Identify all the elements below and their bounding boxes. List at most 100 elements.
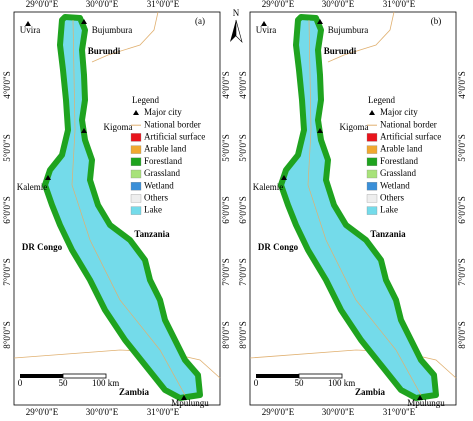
legend-symbol [130,133,142,142]
latitude-label: 8°0'0"S [221,321,231,348]
city-label: Uvira [20,25,41,35]
legend-label: Wetland [380,180,410,190]
city-label: Mpulungu [407,398,445,408]
latitude-label: 5°0'0"S [457,134,467,161]
latitude-label: 6°0'0"S [457,196,467,223]
map-panel: (b) 29°0'0"E 29°0'0"E 30°0'0"E 30°0'0"E 31°0'… [238,0,467,417]
city-marker [81,128,87,133]
legend-label: Grassland [144,168,180,178]
country-label: DR Congo [22,242,63,252]
latitude-label: 7°0'0"S [2,258,12,285]
legend-title: Legend [368,95,395,105]
latitude-label: 5°0'0"S [2,134,12,161]
country-label: Burundi [324,46,357,56]
latitude-label: 4°0'0"S [221,71,231,98]
legend-symbol [366,182,378,191]
legend-label: Wetland [144,180,174,190]
map-panel: (a) 29°0'0"E 29°0'0"E 30°0'0"E 30°0'0"E 31°0'… [2,0,231,417]
legend-label: Lake [144,205,162,215]
legend-symbol [133,110,139,115]
latitude-label: 6°0'0"S [238,196,248,223]
scale-bar [256,374,299,378]
legend-symbol [130,206,142,215]
longitude-label: 31°0'0"E [383,0,416,9]
legend-label: Major city [380,107,418,117]
city-label: Kigoma [104,122,133,132]
longitude-label: 30°0'0"E [86,0,119,9]
longitude-label: 31°0'0"E [383,407,416,417]
city-label: Kalemie [253,182,284,192]
longitude-label: 31°0'0"E [147,0,180,9]
legend-symbol [366,157,378,166]
lake-shore [42,14,203,401]
lake-border [307,19,422,396]
latitude-label: 7°0'0"S [457,258,467,285]
legend-label: Forestland [380,156,418,166]
city-marker [261,21,267,26]
longitude-label: 29°0'0"E [26,0,59,9]
legend-symbol [366,145,378,154]
legend-symbol [366,169,378,179]
legend-symbol [130,194,142,203]
legend-symbol [130,157,142,166]
scale-label: 100 km [92,378,119,388]
legend-symbol [369,110,375,115]
city-marker [181,395,187,400]
latitude-label: 4°0'0"S [457,71,467,98]
legend-label: National border [144,119,201,129]
national-border [327,11,395,63]
legend-symbol [130,169,142,179]
legend-label: Lake [380,205,398,215]
scale-label: 100 km [328,378,355,388]
panel-frame [249,11,457,406]
scale-label: 0 [18,378,23,388]
city-label: Kigoma [340,122,369,132]
legend-label: National border [380,119,437,129]
latitude-label: 7°0'0"S [221,258,231,285]
scale-label: 50 [59,378,69,388]
city-marker [25,21,31,26]
country-label: Tanzania [370,229,406,239]
country-label: DR Congo [258,242,299,252]
latitude-label: 8°0'0"S [238,321,248,348]
scale-label: 50 [295,378,305,388]
city-marker [417,395,423,400]
longitude-label: 29°0'0"E [26,407,59,417]
latitude-label: 5°0'0"S [238,134,248,161]
lake-border [71,19,186,396]
legend-label: Artificial surface [144,131,205,141]
latitude-label: 8°0'0"S [457,321,467,348]
longitude-label: 31°0'0"E [147,407,180,417]
lake-shore [278,14,439,401]
panel-frame [13,11,221,406]
latitude-label: 8°0'0"S [2,321,12,348]
longitude-label: 30°0'0"E [322,0,355,9]
city-marker [45,175,51,180]
city-label: Mpulungu [171,398,209,408]
city-label: Kalemie [17,182,48,192]
north-arrow [235,19,243,44]
scale-label: 0 [254,378,259,388]
city-label: Bujumbura [92,25,133,35]
latitude-label: 4°0'0"S [2,71,12,98]
legend-label: Grassland [380,168,416,178]
city-marker [317,128,323,133]
legend-label: Forestland [144,156,182,166]
city-label: Uvira [256,25,277,35]
latitude-label: 6°0'0"S [221,196,231,223]
legend-label: Arable land [380,144,423,154]
north-label: N [233,8,240,18]
scale-bar [62,373,107,379]
panel-label: (a) [195,16,205,26]
legend-symbol [366,133,378,142]
longitude-label: 29°0'0"E [262,0,295,9]
legend-label: Major city [144,107,182,117]
scale-bar [20,374,63,378]
city-marker [281,175,287,180]
latitude-label: 4°0'0"S [238,71,248,98]
longitude-label: 30°0'0"E [322,407,355,417]
legend-label: Others [380,192,404,202]
scale-bar [298,373,343,379]
legend-symbol [366,194,378,203]
